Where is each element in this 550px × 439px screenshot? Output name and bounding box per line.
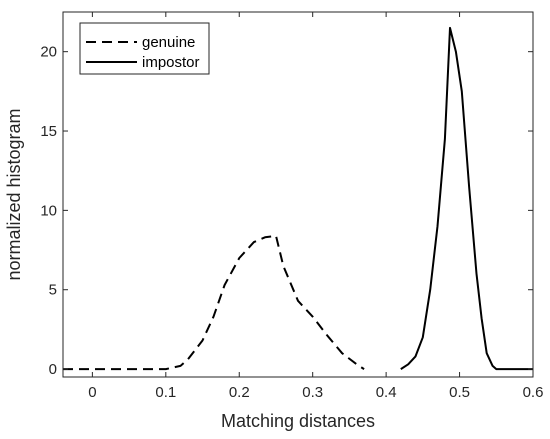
x-tick-label: 0.4: [376, 384, 397, 401]
x-tick-label: 0.5: [449, 384, 470, 401]
x-tick-label: 0.3: [302, 384, 323, 401]
x-tick-label: 0: [88, 384, 96, 401]
legend: genuine impostor: [79, 22, 210, 75]
series-line-impostor: [400, 26, 533, 371]
series-layer: [63, 26, 533, 371]
x-tick-label: 0.1: [155, 384, 176, 401]
legend-box: [79, 22, 210, 75]
series-line-genuine: [63, 234, 365, 371]
y-tick-label: 5: [49, 282, 57, 299]
y-tick-label: 20: [40, 44, 57, 61]
x-axis-label: Matching distances: [221, 411, 375, 431]
tick-layer: 0 0.1 0.2 0.3 0.4 0.5 0.6 0 5 10 15 20: [40, 12, 543, 401]
x-tick-label: 0.2: [229, 384, 250, 401]
y-tick-label: 10: [40, 202, 57, 219]
plot-frame: [62, 11, 534, 378]
legend-label-impostor: impostor: [142, 54, 200, 71]
y-tick-label: 0: [49, 361, 57, 378]
x-tick-label: 0.6: [523, 384, 544, 401]
legend-label-genuine: genuine: [142, 34, 195, 51]
y-axis-label: normalized histogram: [4, 108, 24, 280]
y-tick-label: 15: [40, 123, 57, 140]
